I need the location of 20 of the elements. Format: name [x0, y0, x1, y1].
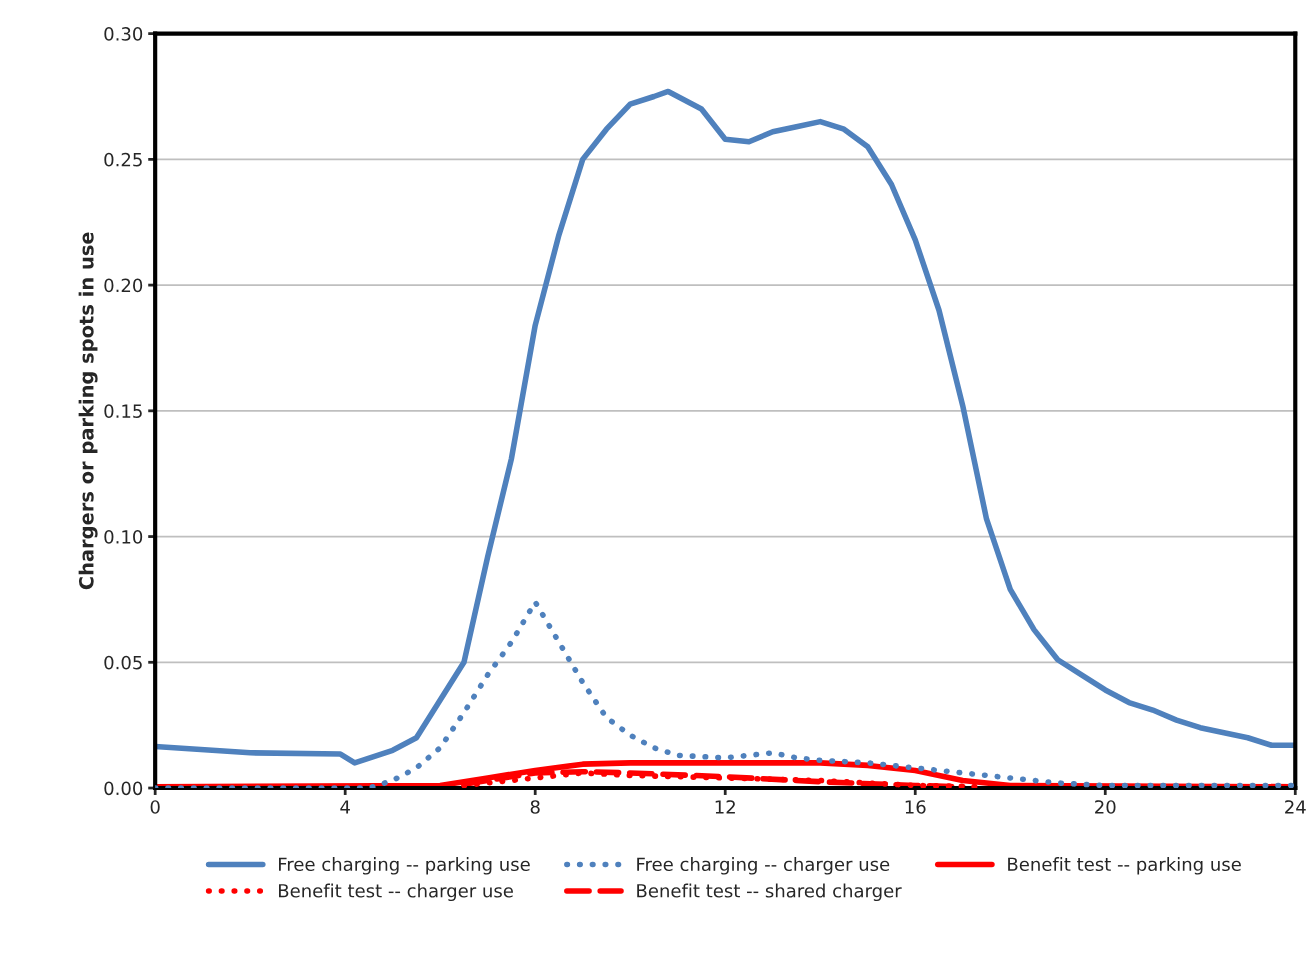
- y-tick-label: 0.00: [104, 781, 143, 796]
- y-tick-label: 0.30: [104, 27, 143, 41]
- y-axis-title: Chargers or parking spots in use: [78, 232, 98, 590]
- x-tick-label: 8: [530, 800, 540, 814]
- legend-label: Benefit test -- charger use: [279, 883, 513, 902]
- y-tick-label: 0.05: [104, 655, 142, 670]
- x-tick-label: 12: [715, 800, 735, 814]
- y-tick-label: 0.15: [104, 404, 142, 418]
- legend-label: Free charging -- parking use: [279, 857, 530, 875]
- x-tick-label: 4: [340, 800, 350, 814]
- x-tick-label: 24: [1285, 800, 1306, 814]
- legend-label: Benefit test -- shared charger: [637, 883, 902, 902]
- y-tick-label: 0.10: [104, 530, 143, 544]
- legend-label: Free charging -- charger use: [637, 857, 890, 875]
- legend-label: Benefit test -- parking use: [1008, 857, 1241, 875]
- x-tick-label: 20: [1095, 800, 1116, 814]
- x-tick-label: 0: [150, 800, 160, 814]
- y-tick-label: 0.20: [104, 278, 143, 293]
- y-tick-label: 0.25: [104, 152, 142, 167]
- x-tick-label: 16: [905, 800, 926, 814]
